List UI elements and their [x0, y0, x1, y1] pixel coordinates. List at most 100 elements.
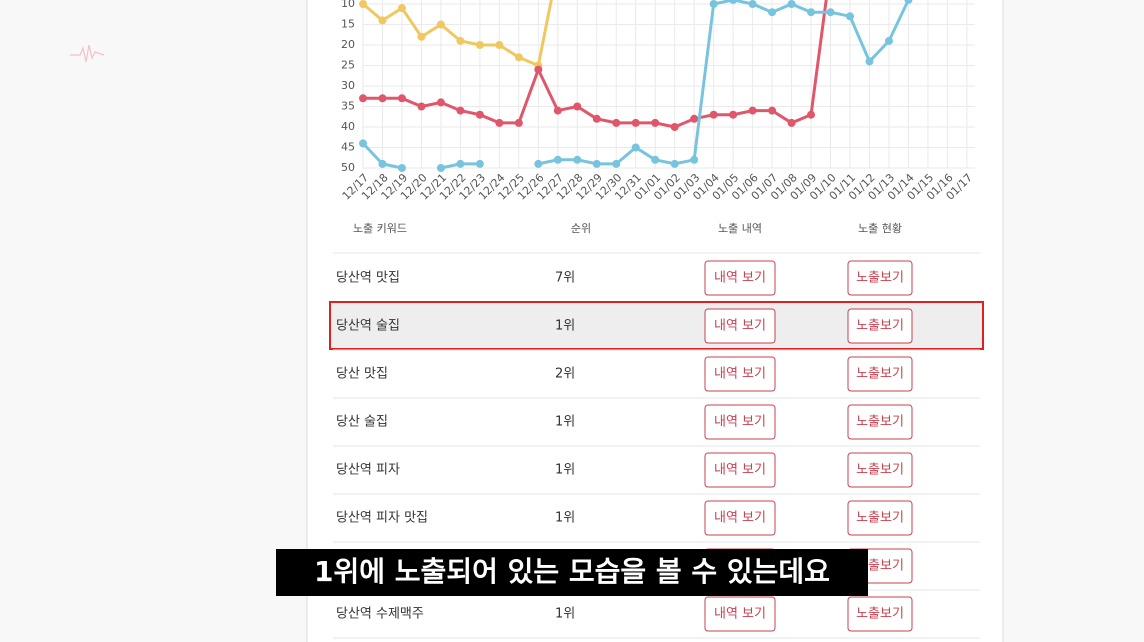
y-tick-label: 10: [341, 0, 355, 10]
status-button-label[interactable]: 노출보기: [856, 511, 904, 526]
point: [709, 0, 718, 8]
point: [456, 159, 465, 168]
rank: 2위: [555, 367, 575, 382]
keyword: 당산역 피자: [336, 463, 400, 478]
subtitle-box: [276, 549, 868, 596]
point: [495, 41, 504, 49]
point: [748, 106, 757, 115]
history-button-label[interactable]: 내역 보기: [714, 367, 766, 382]
point: [631, 143, 640, 152]
y-tick-label: 15: [341, 18, 355, 31]
logo-wave: [70, 44, 105, 63]
column-header: 노출 내역: [718, 222, 762, 235]
point: [865, 57, 874, 66]
status-button[interactable]: [847, 452, 913, 488]
point: [378, 16, 387, 25]
point: [670, 159, 679, 168]
point: [807, 8, 816, 17]
history-button[interactable]: [704, 500, 776, 536]
status-button-label[interactable]: 노출보기: [856, 319, 904, 334]
history-button[interactable]: [704, 452, 776, 488]
status-button-label[interactable]: 노출보기: [856, 367, 904, 382]
point: [553, 106, 562, 115]
point: [553, 155, 562, 164]
history-button-label[interactable]: 내역 보기: [714, 319, 766, 334]
history-button-label[interactable]: 내역 보기: [714, 607, 766, 622]
column-header: 노출 현황: [858, 222, 902, 235]
status-button[interactable]: [847, 596, 913, 632]
rank: 1위: [555, 463, 575, 478]
point: [514, 118, 523, 127]
point: [514, 53, 523, 62]
column-header: 노출 키워드: [353, 222, 407, 235]
status-button[interactable]: [847, 260, 913, 296]
status-button-label[interactable]: 노출보기: [856, 271, 904, 286]
history-button[interactable]: [704, 356, 776, 392]
point: [456, 106, 465, 115]
rank: 7위: [555, 271, 575, 286]
point: [436, 164, 445, 172]
subtitle: 1위에 노출되어 있는 모습을 볼 수 있는데요: [314, 555, 830, 588]
rank: 1위: [555, 511, 575, 526]
point: [709, 110, 718, 119]
point: [534, 65, 543, 74]
point: [826, 8, 835, 17]
point: [573, 102, 582, 111]
keyword: 당산역 술집: [336, 319, 400, 334]
y-tick-label: 20: [341, 38, 355, 51]
point: [904, 0, 913, 4]
point: [612, 159, 621, 168]
point: [807, 110, 816, 119]
point: [612, 118, 621, 127]
keyword: 당산역 수제맥주: [336, 607, 424, 622]
point: [417, 32, 426, 41]
point: [884, 36, 893, 45]
history-button[interactable]: [704, 260, 776, 296]
point: [456, 36, 465, 45]
point: [436, 20, 445, 29]
history-button-label[interactable]: 내역 보기: [714, 271, 766, 286]
status-button[interactable]: [847, 308, 913, 344]
point: [359, 94, 367, 103]
rank: 1위: [555, 319, 575, 334]
point: [378, 159, 387, 168]
point: [768, 8, 777, 17]
history-button-label[interactable]: 내역 보기: [714, 415, 766, 430]
history-button[interactable]: [704, 308, 776, 344]
point: [631, 118, 640, 127]
point: [359, 0, 367, 8]
point: [768, 106, 777, 115]
status-button[interactable]: [847, 356, 913, 392]
point: [787, 118, 796, 127]
point: [846, 12, 854, 21]
point: [475, 41, 484, 49]
point: [475, 159, 484, 168]
history-button-label[interactable]: 내역 보기: [714, 511, 766, 526]
keyword: 당산역 피자 맛집: [336, 511, 428, 526]
y-tick-label: 50: [341, 161, 355, 174]
status-button[interactable]: [847, 404, 913, 440]
point: [534, 159, 543, 168]
status-button[interactable]: [847, 500, 913, 536]
point: [397, 94, 406, 103]
history-button[interactable]: [704, 404, 776, 440]
point: [729, 110, 738, 119]
status-button-label[interactable]: 노출보기: [856, 607, 904, 622]
point: [417, 102, 426, 111]
point: [748, 0, 757, 8]
point: [651, 118, 660, 127]
history-button-label[interactable]: 내역 보기: [714, 463, 766, 478]
status-button-label[interactable]: 노출보기: [856, 415, 904, 430]
point: [592, 159, 601, 168]
status-button-label[interactable]: 노출보기: [856, 559, 904, 574]
point: [378, 94, 387, 103]
status-button-label[interactable]: 노출보기: [856, 463, 904, 478]
y-tick-label: 25: [341, 59, 355, 72]
keyword: 당산 맛집: [336, 367, 388, 382]
point: [397, 164, 406, 172]
point: [651, 155, 660, 164]
history-button[interactable]: [704, 596, 776, 632]
point: [475, 110, 484, 119]
